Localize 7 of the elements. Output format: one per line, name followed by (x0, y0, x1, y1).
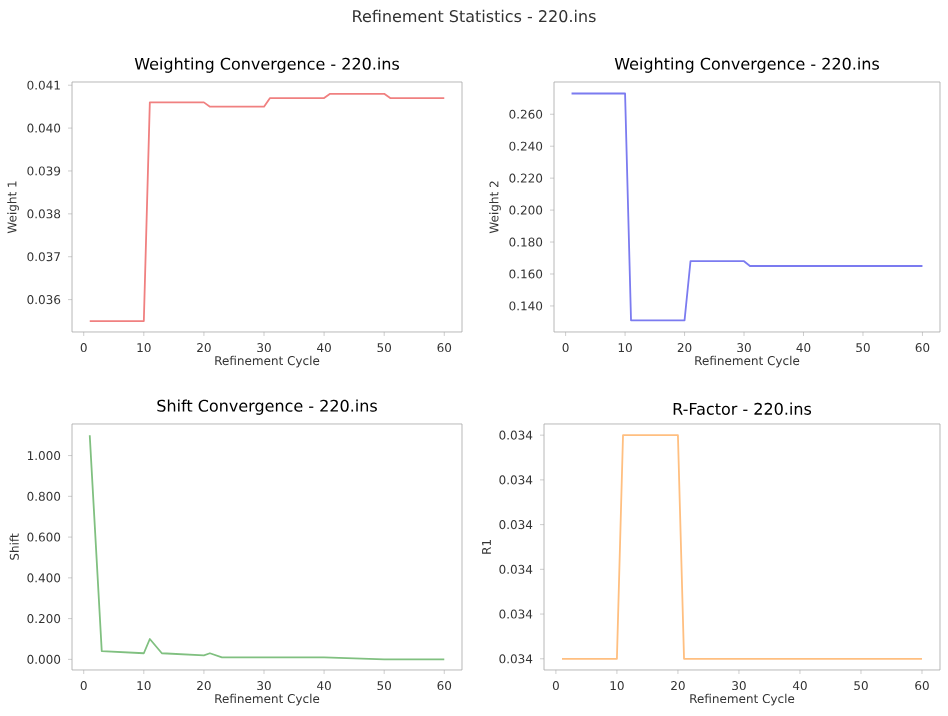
chart-title: Weighting Convergence - 220.ins (614, 57, 879, 73)
chart-title: R-Factor - 220.ins (673, 402, 812, 415)
chart-title: Weighting Convergence - 220.ins (134, 57, 400, 73)
line-series (88, 92, 446, 322)
chart-title: Shift Convergence - 220.ins (157, 399, 377, 415)
line-series (570, 92, 924, 322)
text: Refinement Statistics - 220.ins (353, 9, 596, 23)
